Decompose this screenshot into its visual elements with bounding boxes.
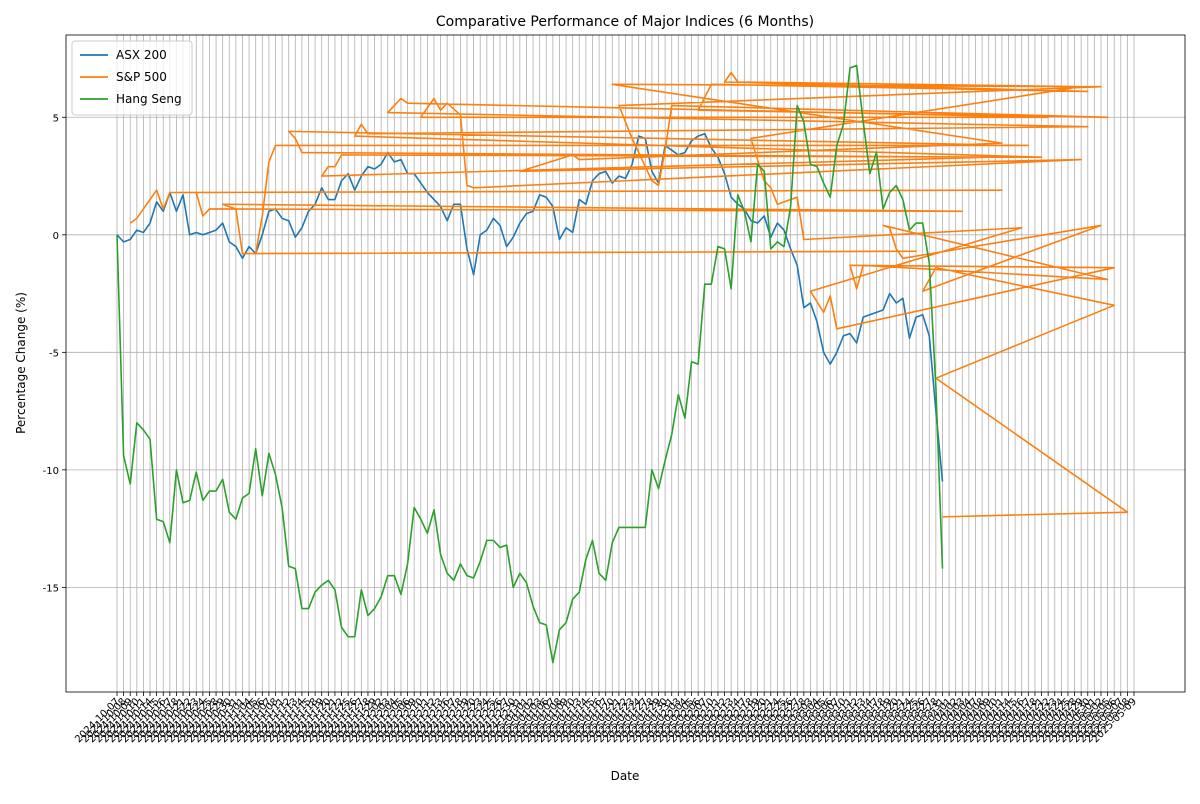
y-tick-label: -10 xyxy=(43,466,59,477)
y-tick-label: 5 xyxy=(53,113,59,124)
series-line xyxy=(116,64,944,664)
y-tick-label: -5 xyxy=(49,348,59,359)
series-line xyxy=(116,132,944,482)
chart-title: Comparative Performance of Major Indices… xyxy=(436,14,814,30)
legend-label: ASX 200 xyxy=(116,48,167,62)
legend-label: Hang Seng xyxy=(116,92,182,106)
legend-label: S&P 500 xyxy=(116,70,167,84)
legend-box xyxy=(71,40,193,116)
plot-frame xyxy=(65,34,1186,693)
y-tick-label: 0 xyxy=(53,231,59,242)
series-line xyxy=(129,71,1129,518)
y-tick-label: -15 xyxy=(43,583,59,594)
x-axis-label: Date xyxy=(611,769,640,783)
grid xyxy=(66,35,1185,692)
y-axis-label: Percentage Change (%) xyxy=(14,292,28,434)
